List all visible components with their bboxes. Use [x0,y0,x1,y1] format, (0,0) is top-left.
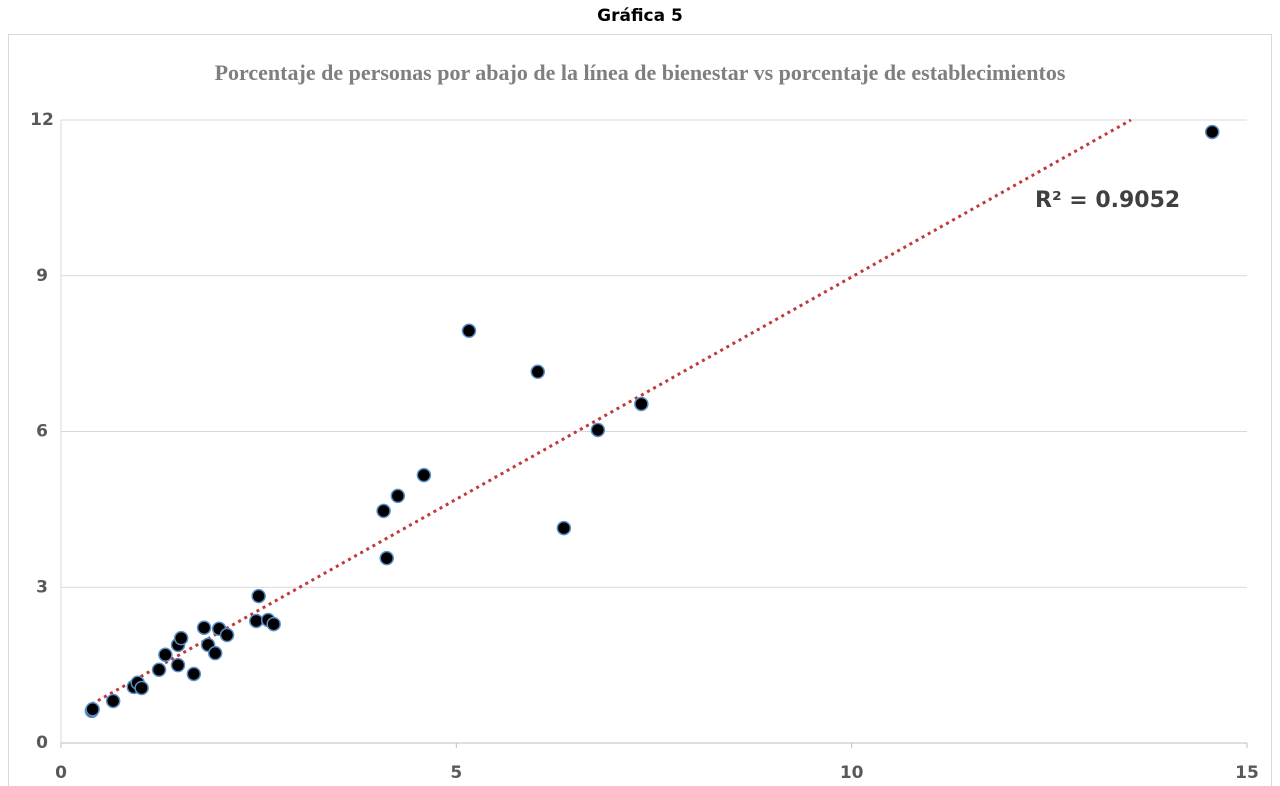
point [530,364,546,380]
point [85,702,100,717]
point [634,396,649,412]
point [416,467,432,483]
chart-frame [8,34,1272,786]
trendline [91,118,1132,706]
y-tick-label: 3 [36,577,48,597]
point [590,422,606,438]
chart-title: Porcentaje de personas por abajo de la l… [214,60,1066,85]
point [158,647,173,662]
point [105,693,121,709]
x-tick-label: 0 [55,763,67,783]
point [207,645,223,661]
point [173,630,189,646]
y-tick-label: 0 [36,733,48,753]
y-tick-label: 9 [36,266,48,286]
point [461,323,477,339]
point [376,503,391,519]
x-tick-label: 10 [840,763,864,783]
point [1204,124,1220,140]
point [170,657,186,673]
y-tick-label: 12 [30,110,54,130]
point [134,680,149,696]
point [186,666,202,682]
point [249,613,264,629]
point [556,520,572,536]
y-tick-label: 6 [36,422,48,442]
point [266,616,281,632]
r-squared-label: R² = 0.9052 [1035,188,1180,213]
point [196,620,212,635]
point [379,550,395,566]
x-tick-label: 5 [450,763,462,783]
point [251,588,266,604]
header: Gráfica 5 [597,6,683,26]
x-tick-label: 15 [1235,763,1259,783]
point [151,662,167,678]
point [219,627,235,643]
point [390,488,406,504]
